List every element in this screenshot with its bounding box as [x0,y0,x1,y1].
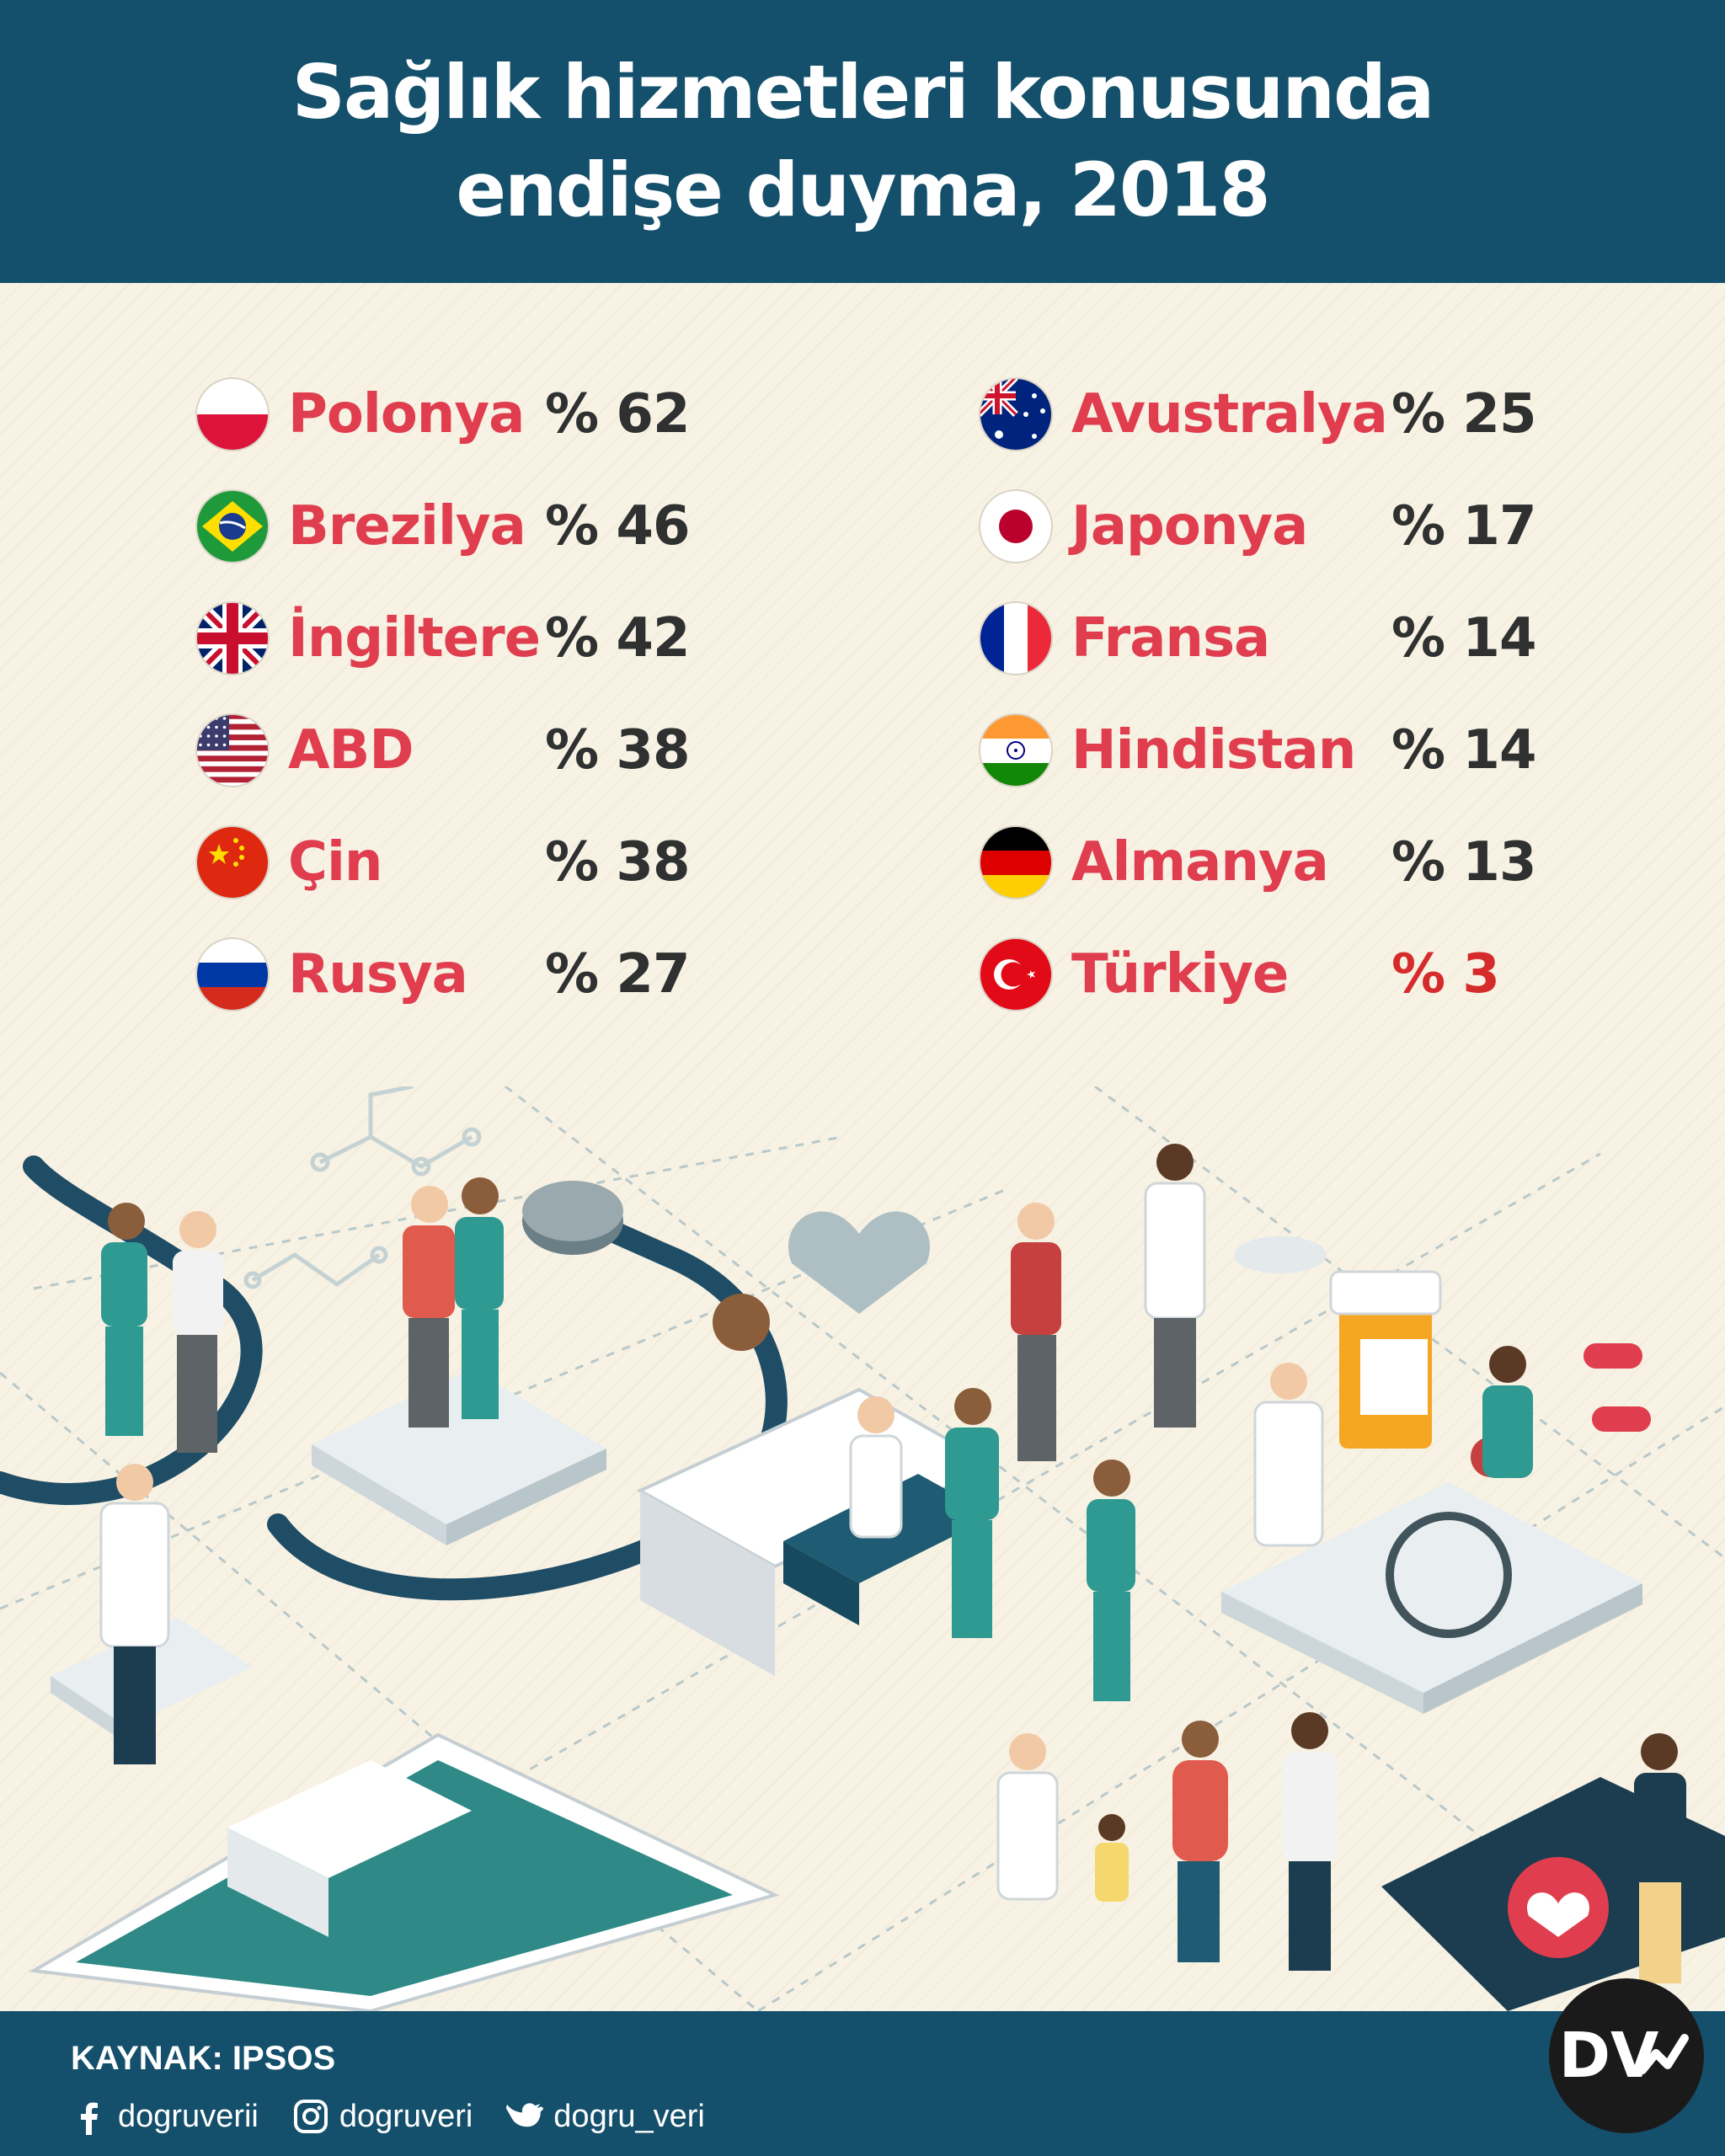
table-row: Polonya % 62 [195,373,718,457]
france-flag-icon [979,601,1053,675]
facebook-handle[interactable]: dogruverii [118,2098,259,2134]
table-row: Çin % 38 [195,821,718,905]
table-row: Hindistan % 14 [979,709,1536,793]
country-label: Avustralya [1071,383,1388,446]
title-line-2: endişe duyma, 2018 [456,147,1270,233]
table-row: İngiltere% 42 [195,597,718,681]
value-label: % 46 [545,495,690,558]
family-group [996,1712,1686,1983]
table-row: Almanya % 13 [979,821,1536,905]
source-label: KAYNAK: IPSOS [71,2040,336,2077]
country-label: Almanya [1071,831,1329,894]
china-flag-icon [195,825,270,899]
footer-bar: KAYNAK: IPSOS dogruverii dogruveri dogru… [0,2011,1725,2156]
country-label: ABD [288,719,414,782]
header-banner: Sağlık hizmetleri konusunda endişe duyma… [0,0,1725,283]
table-row: ABD % 38 [195,709,718,793]
value-label: % 3 [1391,943,1500,1006]
japan-flag-icon [979,489,1053,563]
table-row: Rusya % 27 [195,933,718,1017]
value-label: % 62 [545,383,690,446]
uk-flag-icon [195,601,270,675]
healthcare-illustration [0,1086,1725,2011]
pill-bottle-icon [1329,1270,1442,1449]
value-label: % 13 [1391,831,1536,894]
table-row: Avustralya% 25 [979,373,1536,457]
instagram-icon [293,2100,328,2133]
logo-text: DV [1559,2020,1659,2092]
country-label: Çin [288,831,382,894]
table-row: Türkiye % 3 [979,933,1535,1017]
wheelchair-group [1253,1346,1533,1638]
social-links: dogruverii dogruveri dogru_veri [71,2095,739,2137]
value-label: % 25 [1391,383,1536,446]
pills-icon [1234,1236,1651,1432]
facebook-icon [81,2102,98,2135]
value-label: % 17 [1391,495,1536,558]
country-label: Fransa [1071,607,1270,670]
value-label: % 27 [545,943,690,1006]
country-label: Japonya [1071,495,1308,558]
brazil-flag-icon [195,489,270,563]
twitter-icon [506,2103,544,2127]
tablet-desk-scene [28,1732,780,2011]
instagram-handle[interactable]: dogruveri [339,2098,473,2134]
hospital-bed-icon [636,1294,998,1676]
table-row: Brezilya % 46 [195,485,718,569]
background-pattern [0,283,1725,2011]
table-row: Fransa % 14 [979,597,1536,681]
doctor-standing-left [99,1464,170,1764]
usa-flag-icon [195,713,270,787]
doctor-shaking-hands [1011,1144,1206,1461]
elderly-couple [403,1177,504,1428]
nurse-with-patient [101,1203,223,1453]
value-label: % 38 [545,719,690,782]
country-label: Rusya [288,943,468,1006]
table-row: Japonya % 17 [979,485,1536,569]
country-label: Polonya [288,383,525,446]
poland-flag-icon [195,377,270,451]
country-label: Türkiye [1071,943,1289,1006]
value-label: % 14 [1391,719,1536,782]
australia-flag-icon [979,377,1053,451]
turkey-flag-icon [979,937,1053,1011]
value-label: % 42 [545,607,690,670]
country-value-table: Polonya% 62 Brezilya% 46 İngiltere% 42 ABD%… [0,283,1725,1041]
country-label: Brezilya [288,495,526,558]
molecule-icon [243,1086,482,1289]
russia-flag-icon [195,937,270,1011]
germany-flag-icon [979,825,1053,899]
people-illustrations [99,1144,1686,1983]
dv-logo: DV [1549,1978,1704,2133]
value-label: % 38 [545,831,690,894]
country-label: İngiltere [288,607,541,670]
title-line-1: Sağlık hizmetleri konusunda [291,49,1435,136]
twitter-handle[interactable]: dogru_veri [553,2098,705,2134]
country-label: Hindistan [1071,719,1356,782]
walking-staff [849,1388,1135,1701]
india-flag-icon [979,713,1053,787]
broken-heart-icon [788,1211,930,1314]
value-label: % 14 [1391,607,1536,670]
